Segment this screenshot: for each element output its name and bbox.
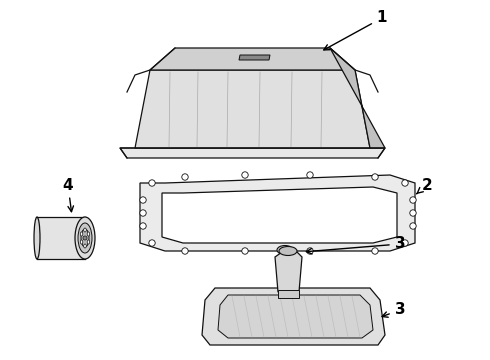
Ellipse shape: [75, 217, 95, 259]
Circle shape: [140, 210, 146, 216]
Polygon shape: [140, 175, 415, 251]
Circle shape: [83, 236, 87, 240]
Polygon shape: [120, 148, 385, 158]
Polygon shape: [278, 290, 299, 298]
Text: 3: 3: [382, 302, 405, 318]
Circle shape: [182, 174, 188, 180]
Circle shape: [140, 223, 146, 229]
Text: 3: 3: [306, 237, 405, 254]
Polygon shape: [275, 250, 302, 292]
Circle shape: [182, 248, 188, 254]
Text: 1: 1: [324, 10, 387, 50]
Polygon shape: [37, 217, 85, 259]
Circle shape: [140, 197, 146, 203]
Circle shape: [307, 248, 313, 254]
Ellipse shape: [81, 229, 89, 247]
Ellipse shape: [84, 228, 86, 232]
Ellipse shape: [277, 246, 293, 255]
Text: 2: 2: [416, 177, 432, 194]
Text: 4: 4: [63, 177, 74, 212]
Polygon shape: [239, 55, 270, 60]
Ellipse shape: [80, 232, 83, 236]
Polygon shape: [218, 295, 373, 338]
Circle shape: [242, 172, 248, 178]
Circle shape: [149, 180, 155, 186]
Circle shape: [307, 172, 313, 178]
Circle shape: [242, 248, 248, 254]
Polygon shape: [162, 187, 397, 243]
Ellipse shape: [87, 232, 90, 236]
Circle shape: [402, 180, 408, 186]
Circle shape: [372, 248, 378, 254]
Circle shape: [149, 240, 155, 246]
Ellipse shape: [78, 223, 92, 253]
Circle shape: [402, 240, 408, 246]
Ellipse shape: [80, 240, 83, 244]
Polygon shape: [202, 288, 385, 345]
Polygon shape: [330, 48, 385, 148]
Circle shape: [372, 174, 378, 180]
Ellipse shape: [87, 240, 90, 244]
Polygon shape: [135, 70, 370, 148]
Circle shape: [410, 210, 416, 216]
Ellipse shape: [279, 247, 297, 256]
Ellipse shape: [34, 217, 40, 259]
Circle shape: [410, 197, 416, 203]
Ellipse shape: [84, 244, 86, 248]
Polygon shape: [150, 48, 355, 70]
Circle shape: [410, 223, 416, 229]
